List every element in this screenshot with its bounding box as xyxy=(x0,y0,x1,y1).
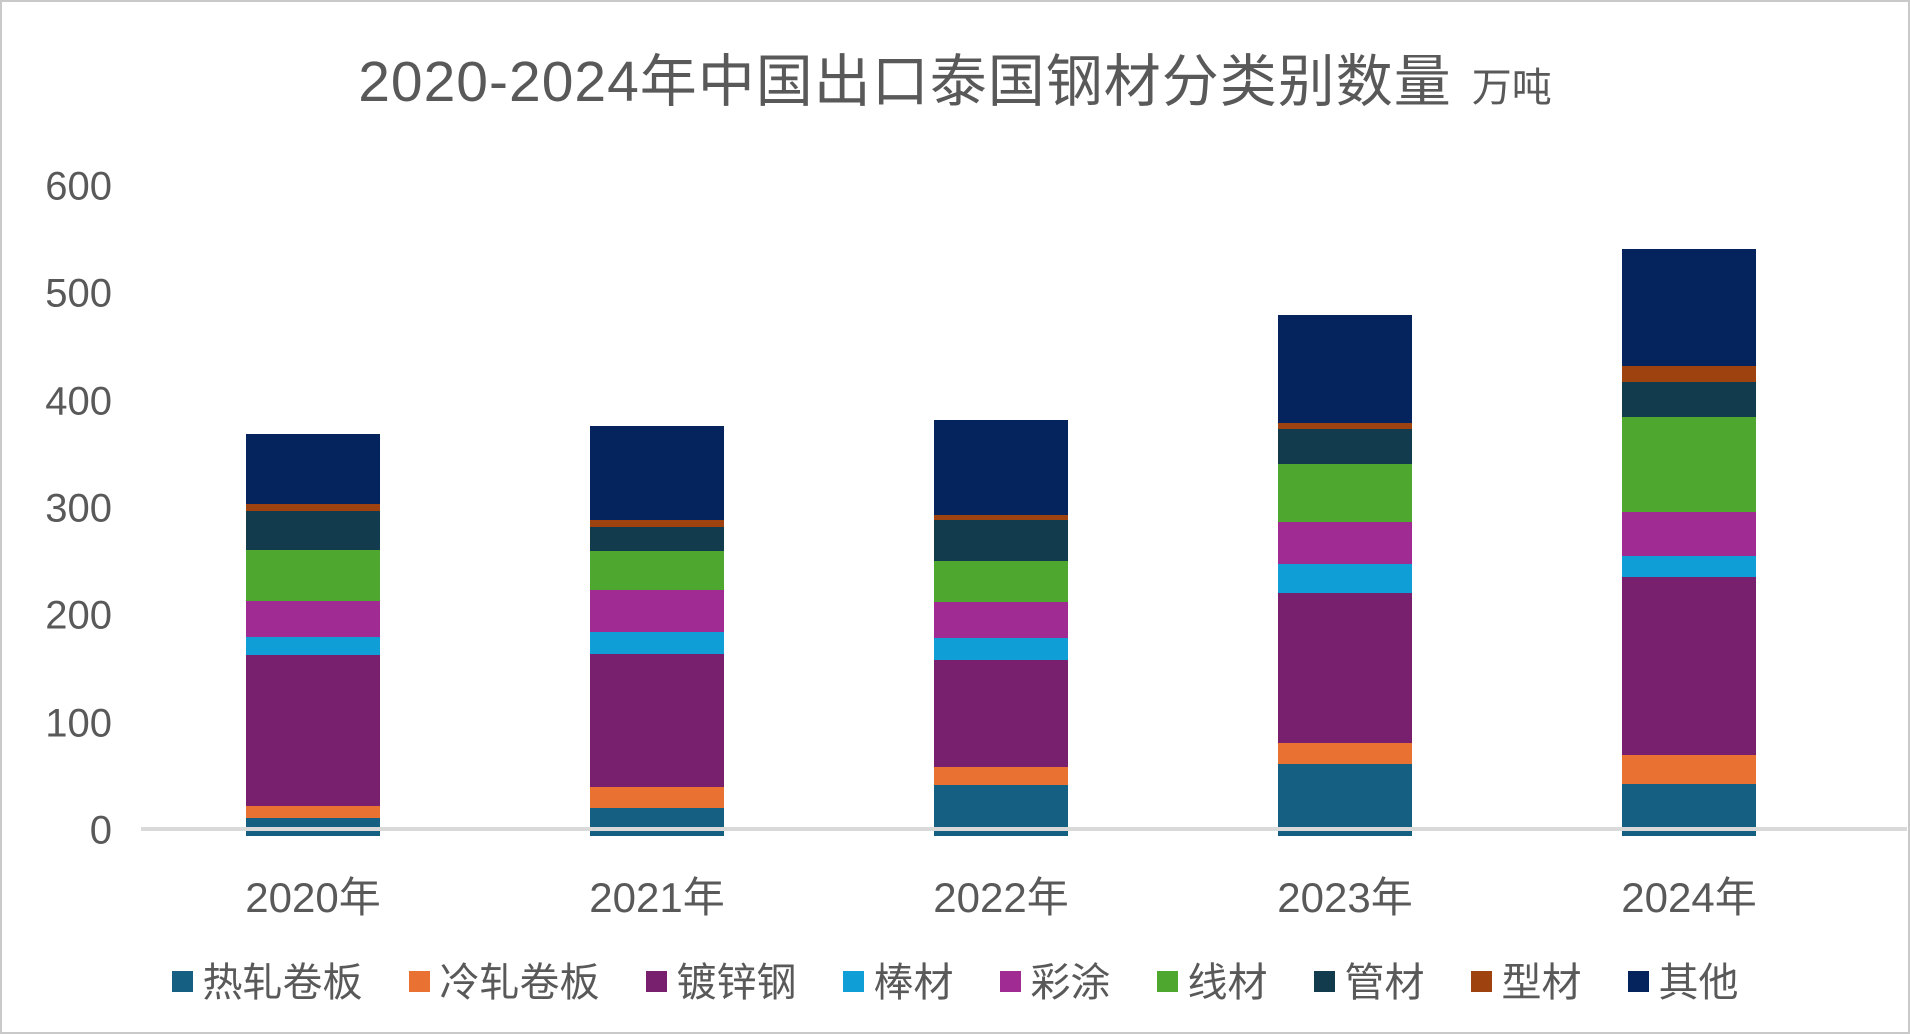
legend-label: 型材 xyxy=(1501,961,1582,1005)
bar-segment-其他 xyxy=(1622,248,1756,366)
legend-swatch-icon xyxy=(1470,970,1492,992)
bar-segment-冷轧卷板 xyxy=(246,805,380,818)
bar-segment-型材 xyxy=(1278,422,1412,430)
bar-segment-其他 xyxy=(934,420,1068,515)
bar-segment-其他 xyxy=(246,434,380,505)
bar-segment-彩涂 xyxy=(246,600,380,638)
x-axis-line xyxy=(141,827,1907,831)
bar-segment-彩涂 xyxy=(1278,522,1412,565)
bar-segment-棒材 xyxy=(934,638,1068,660)
legend-swatch-icon xyxy=(1313,970,1335,992)
y-tick-label: 500 xyxy=(45,271,112,316)
legend-swatch-icon xyxy=(171,970,193,992)
legend-swatch-icon xyxy=(645,970,667,992)
y-tick-label: 600 xyxy=(45,164,112,209)
legend-label: 管材 xyxy=(1344,961,1425,1005)
bar-segment-镀锌钢 xyxy=(934,659,1068,768)
x-tick-label: 2023年 xyxy=(1277,874,1413,921)
legend-item-型材: 型材 xyxy=(1470,950,1582,1008)
bar-segment-镀锌钢 xyxy=(1278,593,1412,744)
legend-swatch-icon xyxy=(999,970,1021,992)
bar-segment-其他 xyxy=(1278,315,1412,423)
bar-segment-管材 xyxy=(1278,429,1412,465)
legend-label: 彩涂 xyxy=(1030,961,1111,1005)
legend-item-镀锌钢: 镀锌钢 xyxy=(645,950,797,1008)
bar-segment-型材 xyxy=(934,514,1068,521)
x-tick-label: 2020年 xyxy=(245,874,381,921)
y-tick-label: 100 xyxy=(45,701,112,746)
bar-segment-棒材 xyxy=(1278,564,1412,594)
chart-title: 2020-2024年中国出口泰国钢材分类别数量 万吨 xyxy=(2,36,1908,118)
bar-segment-冷轧卷板 xyxy=(1622,755,1756,785)
bar-segment-热轧卷板 xyxy=(246,817,380,836)
bar-segment-棒材 xyxy=(246,637,380,656)
legend-item-管材: 管材 xyxy=(1313,950,1425,1008)
legend-item-冷轧卷板: 冷轧卷板 xyxy=(408,950,600,1008)
bar-segment-彩涂 xyxy=(1622,511,1756,556)
legend-swatch-icon xyxy=(1156,970,1178,992)
bar-segment-冷轧卷板 xyxy=(590,787,724,808)
bar-segment-型材 xyxy=(1622,365,1756,382)
y-tick-label: 300 xyxy=(45,486,112,531)
bar-segment-棒材 xyxy=(1622,555,1756,578)
legend-item-线材: 线材 xyxy=(1156,950,1268,1008)
legend-label: 其他 xyxy=(1658,961,1739,1005)
bar-segment-冷轧卷板 xyxy=(1278,743,1412,764)
legend-label: 镀锌钢 xyxy=(676,961,797,1005)
legend-swatch-icon xyxy=(408,970,430,992)
legend-item-其他: 其他 xyxy=(1627,950,1739,1008)
bar-segment-镀锌钢 xyxy=(590,654,724,788)
legend-item-热轧卷板: 热轧卷板 xyxy=(171,950,363,1008)
chart-unit-label: 万吨 xyxy=(1471,66,1552,110)
bar-segment-热轧卷板 xyxy=(590,807,724,836)
legend-item-棒材: 棒材 xyxy=(842,950,954,1008)
y-tick-label: 0 xyxy=(89,808,112,853)
stacked-bar-2020年 xyxy=(246,434,380,836)
legend-swatch-icon xyxy=(842,970,864,992)
x-tick-label: 2022年 xyxy=(933,874,1069,921)
bar-segment-型材 xyxy=(246,504,380,511)
bar-segment-冷轧卷板 xyxy=(934,767,1068,786)
legend-label: 线材 xyxy=(1187,961,1268,1005)
legend-label: 冷轧卷板 xyxy=(439,961,600,1005)
bar-segment-型材 xyxy=(590,520,724,527)
stacked-bar-2022年 xyxy=(934,420,1068,836)
stacked-bar-2021年 xyxy=(590,425,724,836)
bar-segment-彩涂 xyxy=(934,601,1068,639)
bar-segment-线材 xyxy=(1278,464,1412,523)
chart-title-text: 2020-2024年中国出口泰国钢材分类别数量 xyxy=(358,50,1452,114)
bar-segment-其他 xyxy=(590,425,724,521)
bar-segment-线材 xyxy=(246,550,380,601)
bar-segment-镀锌钢 xyxy=(1622,577,1756,756)
bar-segment-管材 xyxy=(934,520,1068,562)
x-tick-label: 2024年 xyxy=(1621,874,1757,921)
bar-segment-线材 xyxy=(1622,417,1756,512)
bar-segment-镀锌钢 xyxy=(246,655,380,806)
legend: 热轧卷板 冷轧卷板 镀锌钢 棒材 彩涂 线材 管材 型材 其他 xyxy=(2,950,1908,1008)
bar-segment-线材 xyxy=(590,551,724,590)
bar-segment-棒材 xyxy=(590,631,724,655)
x-tick-label: 2021年 xyxy=(589,874,725,921)
bar-segment-热轧卷板 xyxy=(1278,763,1412,836)
legend-item-彩涂: 彩涂 xyxy=(999,950,1111,1008)
legend-swatch-icon xyxy=(1627,970,1649,992)
bar-segment-管材 xyxy=(246,510,380,551)
stacked-bar-2024年 xyxy=(1622,248,1756,836)
stacked-bar-2023年 xyxy=(1278,315,1412,836)
y-tick-label: 200 xyxy=(45,593,112,638)
legend-label: 热轧卷板 xyxy=(202,961,363,1005)
bar-segment-线材 xyxy=(934,561,1068,602)
y-tick-label: 400 xyxy=(45,379,112,424)
bar-segment-管材 xyxy=(1622,381,1756,418)
bar-segment-管材 xyxy=(590,526,724,552)
bar-segment-彩涂 xyxy=(590,589,724,632)
legend-label: 棒材 xyxy=(873,961,954,1005)
